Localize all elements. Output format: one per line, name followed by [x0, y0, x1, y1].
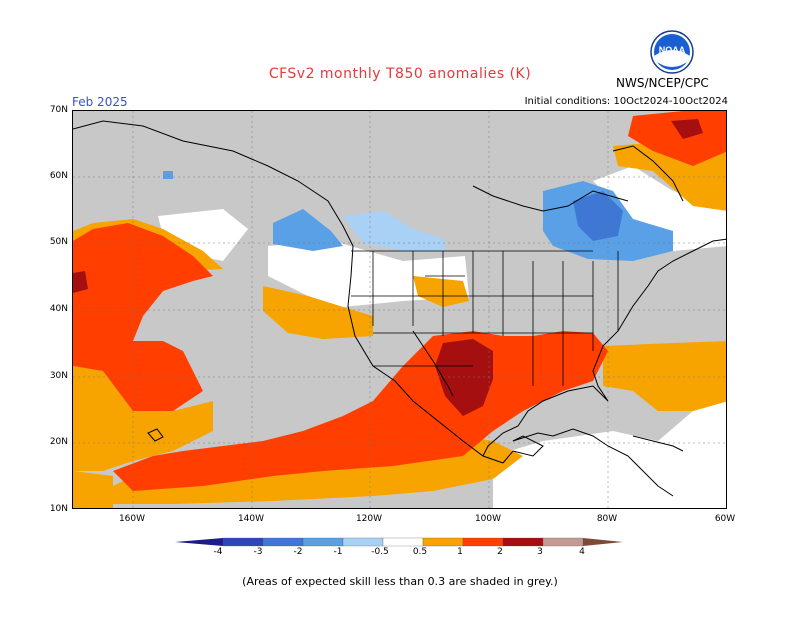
colorbar-label: -2	[293, 547, 303, 557]
lat-label: 10N	[49, 504, 68, 514]
colorbar-label: 1	[457, 547, 463, 557]
colorbar-swatch	[262, 537, 304, 547]
lat-label: 50N	[49, 237, 68, 247]
lon-label: 160W	[118, 514, 146, 524]
map-title: CFSv2 monthly T850 anomalies (K)	[268, 66, 532, 82]
lon-label: 60W	[714, 514, 736, 524]
initial-conditions: Initial conditions: 10Oct2024-10Oct2024	[524, 96, 728, 107]
political-borders	[351, 250, 619, 386]
colorbar-label: -4	[213, 547, 223, 557]
lon-label: 80W	[596, 514, 618, 524]
colorbar-swatch	[175, 538, 223, 546]
colorbar-swatch	[583, 538, 623, 546]
colorbar-label: -3	[253, 547, 263, 557]
forecast-month: Feb 2025	[72, 95, 128, 109]
noaa-logo-icon: NOAA	[650, 30, 694, 74]
colorbar-swatch	[542, 537, 584, 547]
lat-label: 30N	[49, 371, 68, 381]
colorbar-swatch	[462, 537, 504, 547]
colorbar-label: -1	[333, 547, 343, 557]
colorbar-swatch	[422, 537, 464, 547]
logo-text: NOAA	[659, 45, 686, 55]
skill-note: (Areas of expected skill less than 0.3 a…	[242, 575, 558, 588]
colorbar	[175, 534, 625, 553]
agency-label: NWS/NCEP/CPC	[616, 76, 709, 90]
colorbar-swatch	[222, 537, 264, 547]
lat-label: 20N	[49, 437, 68, 447]
colorbar-label: 0.5	[412, 547, 428, 557]
colorbar-swatch	[302, 537, 344, 547]
lat-label: 40N	[49, 304, 68, 314]
colorbar-swatch	[342, 537, 384, 547]
lat-label: 60N	[49, 171, 68, 181]
graticule	[73, 111, 726, 508]
very-strong-positive-anomaly-regions	[73, 119, 703, 416]
colorbar-label: 4	[579, 547, 585, 557]
lon-label: 100W	[474, 514, 502, 524]
colorbar-label: -0.5	[371, 547, 389, 557]
colorbar-swatch	[502, 537, 544, 547]
colorbar-swatch	[382, 537, 424, 547]
anomaly-map	[72, 110, 727, 509]
colorbar-swatches	[175, 537, 623, 547]
colorbar-label: 2	[497, 547, 503, 557]
lon-label: 120W	[355, 514, 383, 524]
colorbar-label: 3	[537, 547, 543, 557]
coastlines	[73, 120, 726, 497]
lon-label: 140W	[237, 514, 265, 524]
lat-label: 70N	[49, 105, 68, 115]
